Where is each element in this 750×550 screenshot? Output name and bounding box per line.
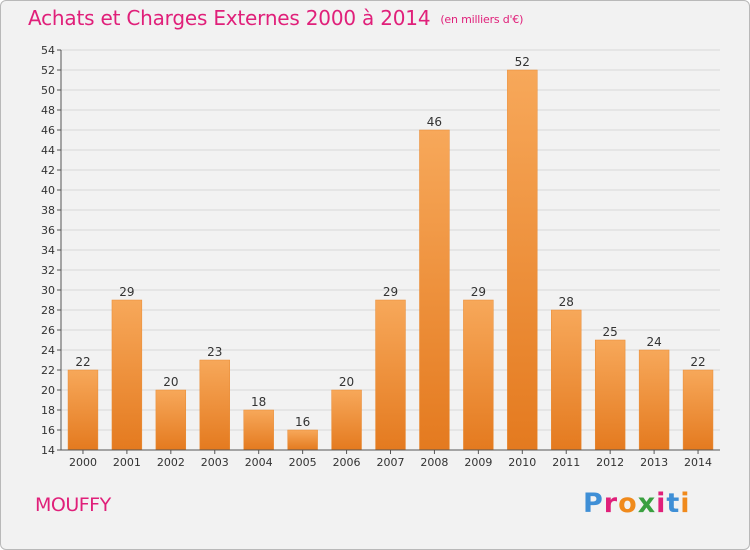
x-tick-label: 2009 [464,456,492,469]
x-tick-label: 2011 [552,456,580,469]
bar [463,299,494,451]
x-tick-label: 2010 [508,456,536,469]
y-tick-label: 18 [41,404,55,417]
y-tick-label: 30 [41,284,55,297]
x-tick-label: 2001 [113,456,141,469]
y-tick-label: 26 [41,324,55,337]
bar-value-label: 16 [295,415,310,429]
logo-letter: P [583,488,604,519]
y-tick-label: 24 [41,344,55,357]
title-unit: (en milliers d'€) [440,13,524,26]
proxiti-logo[interactable]: Proxiti [583,488,691,519]
y-tick-label: 36 [41,224,55,237]
chart-title: Achats et Charges Externes 2000 à 2014 (e… [28,6,523,30]
x-tick-label: 2005 [289,456,317,469]
bar [199,359,230,451]
y-tick-label: 38 [41,204,55,217]
y-tick-label: 20 [41,384,55,397]
bar-value-label: 29 [471,285,486,299]
x-tick-label: 2013 [640,456,668,469]
bar [375,299,406,451]
commune-name: MOUFFY [35,494,111,516]
axes: 14 16 18 20 22 24 26 28 30 32 34 36 38 40 42 44 46 48 50 52… [41,44,720,469]
bar [155,389,187,451]
x-tick-label: 2000 [69,456,97,469]
bar [507,69,538,451]
x-tick-label: 2006 [333,456,361,469]
y-tick-label: 32 [41,264,55,277]
y-tick-label: 40 [41,184,55,197]
y-tick-label: 44 [41,144,55,157]
logo-letter: o [618,488,638,519]
x-tick-label: 2012 [596,456,624,469]
bar [331,389,362,451]
logo-letter: t [666,488,681,519]
bar-value-label: 29 [383,285,398,299]
logo-letter: r [603,488,619,519]
bar [594,339,626,451]
bar-value-label: 28 [559,295,574,309]
x-tick-label: 2008 [420,456,448,469]
bar-value-label: 24 [646,335,661,349]
bar [638,349,670,451]
y-tick-label: 50 [41,84,55,97]
logo-letter: x [637,488,657,519]
bar [67,369,99,451]
bar [682,369,714,451]
bar-value-label: 20 [163,375,178,389]
y-tick-label: 46 [41,124,55,137]
bar [419,129,450,451]
bar-value-label: 29 [119,285,134,299]
y-tick-label: 54 [41,44,55,57]
bars [67,69,714,451]
x-tick-label: 2004 [245,456,273,469]
bar-value-label: 18 [251,395,266,409]
x-tick-label: 2014 [684,456,712,469]
y-tick-label: 28 [41,304,55,317]
x-tick-label: 2003 [201,456,229,469]
data-labels: 22 29 20 23 18 16 20 29 46 29 52 28 25 24 22 [75,55,705,429]
y-tick-label: 52 [41,64,55,77]
bar-value-label: 52 [515,55,530,69]
y-tick-label: 42 [41,164,55,177]
x-tick-label: 2007 [377,456,405,469]
bar-value-label: 23 [207,345,222,359]
bar-value-label: 22 [690,355,705,369]
bar [243,409,274,451]
title-text: Achats et Charges Externes 2000 à 2014 [28,6,431,30]
bar-value-label: 20 [339,375,354,389]
y-tick-label: 34 [41,244,55,257]
logo-letter: i [656,488,667,519]
x-tick-label: 2002 [157,456,185,469]
y-tick-label: 14 [41,444,55,457]
bar-value-label: 22 [75,355,90,369]
bar [551,309,582,451]
y-tick-label: 48 [41,104,55,117]
y-tick-label: 22 [41,364,55,377]
logo-letter: i [680,488,691,519]
y-tick-label: 16 [41,424,55,437]
bar-value-label: 46 [427,115,442,129]
bar [287,429,318,451]
bar [111,299,143,451]
bar-value-label: 25 [603,325,618,339]
